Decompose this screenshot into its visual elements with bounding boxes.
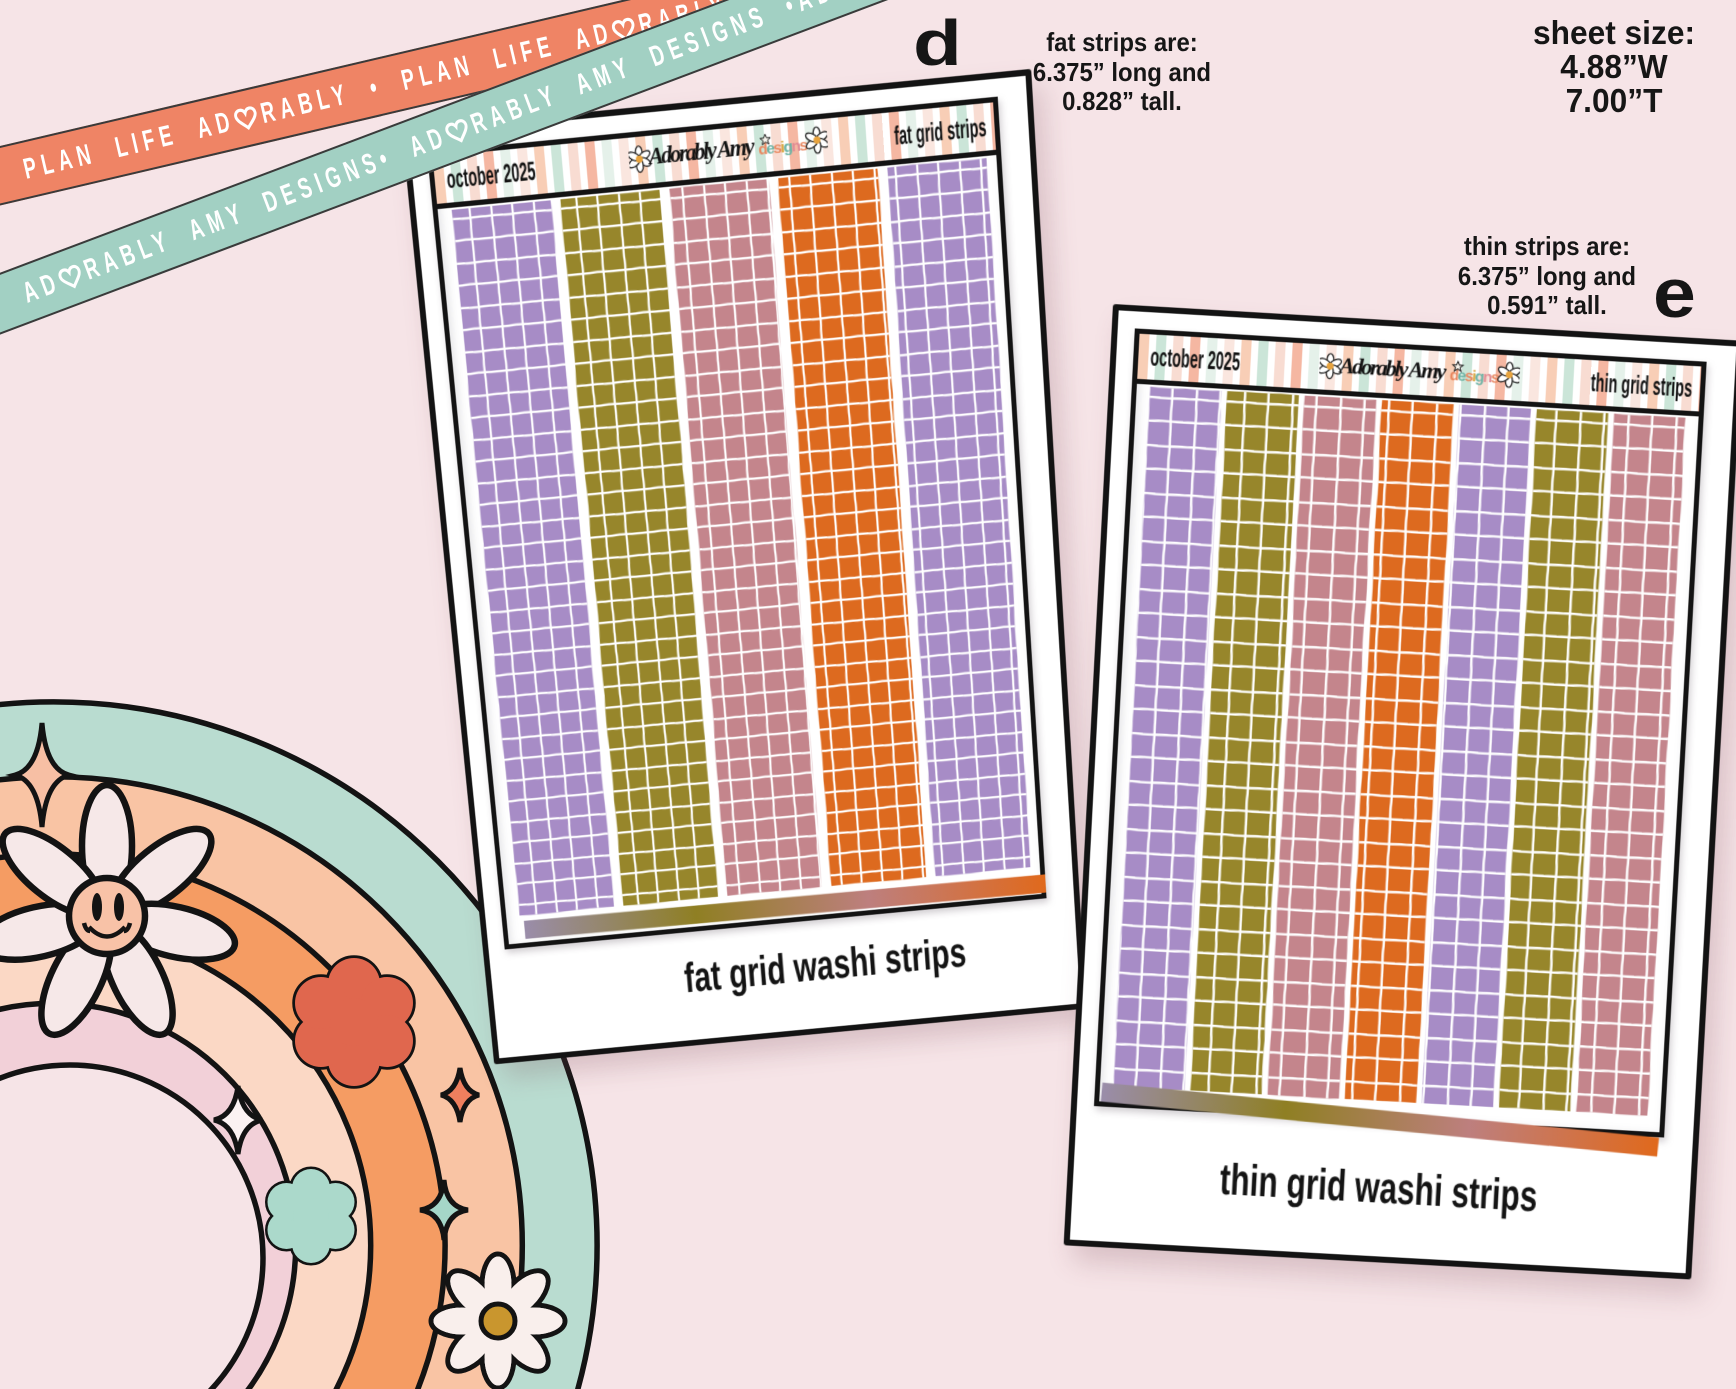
svg-text:Adorably Amy: Adorably Amy	[646, 134, 757, 171]
svg-text:designs: designs	[758, 136, 809, 159]
